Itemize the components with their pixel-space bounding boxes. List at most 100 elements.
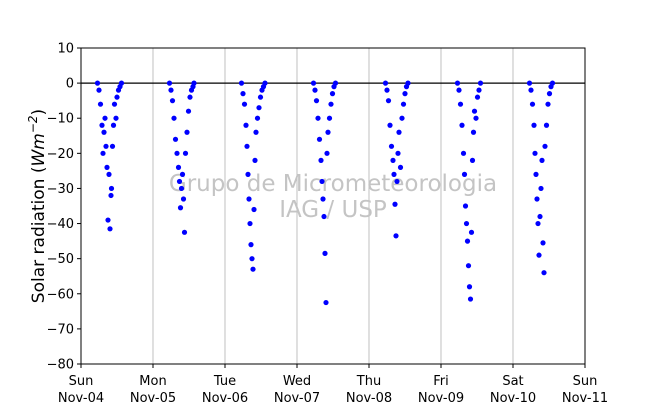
- data-point: [247, 220, 253, 227]
- data-point: [320, 196, 326, 202]
- data-point: [96, 87, 102, 93]
- data-point: [464, 238, 471, 244]
- data-point: [182, 150, 189, 156]
- x-tick-label: Thu Nov-08: [346, 374, 392, 406]
- x-tick-label: Mon Nov-05: [130, 374, 176, 406]
- data-point: [110, 122, 117, 128]
- x-tick-label: Sun Nov-11: [562, 374, 608, 406]
- y-axis: 10 0 −10 −20 −30 −40 −50 −60 −70 −80: [47, 42, 81, 373]
- data-point: [539, 157, 545, 163]
- data-point: [382, 80, 389, 86]
- data-point: [175, 164, 182, 170]
- data-point: [468, 229, 475, 235]
- data-point: [396, 129, 402, 135]
- data-point: [325, 129, 331, 135]
- data-point: [543, 122, 550, 128]
- data-point: [533, 171, 539, 177]
- data-point: [315, 115, 321, 121]
- data-point: [391, 171, 397, 177]
- watermark-line-2: IAG / USP: [279, 197, 387, 223]
- y-tick-label: −50: [47, 252, 74, 267]
- watermark: Grupo de Micrometeorologia IAG / USP: [169, 171, 497, 223]
- data-point: [465, 263, 472, 269]
- data-point: [541, 270, 547, 276]
- data-point: [99, 122, 105, 128]
- data-point: [467, 296, 474, 302]
- y-tick-label: 0: [66, 77, 74, 92]
- data-point: [462, 203, 469, 209]
- data-point: [399, 115, 405, 121]
- data-point: [241, 101, 248, 107]
- data-point: [176, 178, 183, 185]
- data-point: [114, 94, 120, 100]
- data-point: [177, 205, 184, 211]
- data-point: [476, 87, 482, 93]
- data-point: [181, 229, 188, 235]
- data-point: [393, 233, 399, 239]
- data-point: [185, 108, 192, 114]
- y-tick-label: −20: [47, 147, 74, 162]
- data-point: [470, 129, 477, 135]
- data-point: [526, 80, 533, 86]
- data-point: [248, 242, 254, 248]
- data-point: [101, 129, 107, 135]
- y-tick-label: −70: [47, 322, 74, 337]
- data-point: [322, 250, 328, 256]
- y-axis-label-prefix: Solar radiation (: [29, 167, 49, 304]
- data-point: [457, 101, 464, 107]
- data-point: [402, 91, 408, 97]
- data-point: [107, 226, 113, 232]
- data-point: [244, 143, 250, 149]
- data-point: [549, 80, 556, 86]
- data-point: [113, 115, 119, 121]
- data-point: [250, 266, 256, 272]
- data-point: [385, 98, 392, 104]
- data-point: [324, 150, 330, 156]
- y-tick-label: 10: [57, 42, 74, 57]
- data-point: [313, 98, 320, 104]
- data-point: [531, 122, 537, 128]
- data-point: [108, 192, 114, 199]
- data-point: [384, 87, 390, 93]
- x-axis: Sun Nov-04 Mon Nov-05 Tue Nov-06 Wed Nov-07 Thu N…: [58, 364, 608, 406]
- data-point: [191, 80, 197, 86]
- data-point: [387, 122, 393, 128]
- data-point: [473, 115, 479, 121]
- data-point: [332, 80, 339, 86]
- data-point: [318, 157, 324, 163]
- data-point: [474, 94, 481, 100]
- data-point: [395, 150, 401, 156]
- data-point: [111, 101, 118, 107]
- y-axis-label-suffix: ): [29, 109, 49, 116]
- data-point: [256, 105, 262, 111]
- data-point: [100, 150, 106, 156]
- y-axis-label: Solar radiation (Wm−2): [26, 109, 49, 303]
- data-point: [319, 178, 325, 185]
- y-tick-label: −40: [47, 217, 74, 232]
- data-points: [94, 80, 556, 306]
- data-point: [179, 171, 186, 177]
- data-point: [323, 299, 329, 306]
- data-point: [94, 80, 101, 86]
- data-point: [180, 196, 187, 202]
- data-point: [105, 217, 111, 223]
- data-point: [243, 122, 249, 128]
- y-tick-label: −30: [47, 182, 74, 197]
- data-point: [400, 101, 407, 107]
- data-point: [257, 94, 264, 100]
- data-point: [312, 87, 318, 93]
- data-point: [466, 284, 473, 290]
- data-point: [326, 115, 333, 121]
- data-point: [262, 80, 268, 86]
- data-point: [463, 220, 470, 227]
- data-point: [169, 98, 176, 104]
- data-point: [461, 171, 468, 177]
- data-point: [174, 150, 180, 156]
- data-point: [103, 143, 109, 149]
- data-point: [184, 129, 190, 135]
- data-point: [251, 206, 257, 213]
- data-point: [540, 240, 546, 246]
- data-point: [469, 157, 476, 163]
- y-tick-label: −10: [47, 112, 74, 127]
